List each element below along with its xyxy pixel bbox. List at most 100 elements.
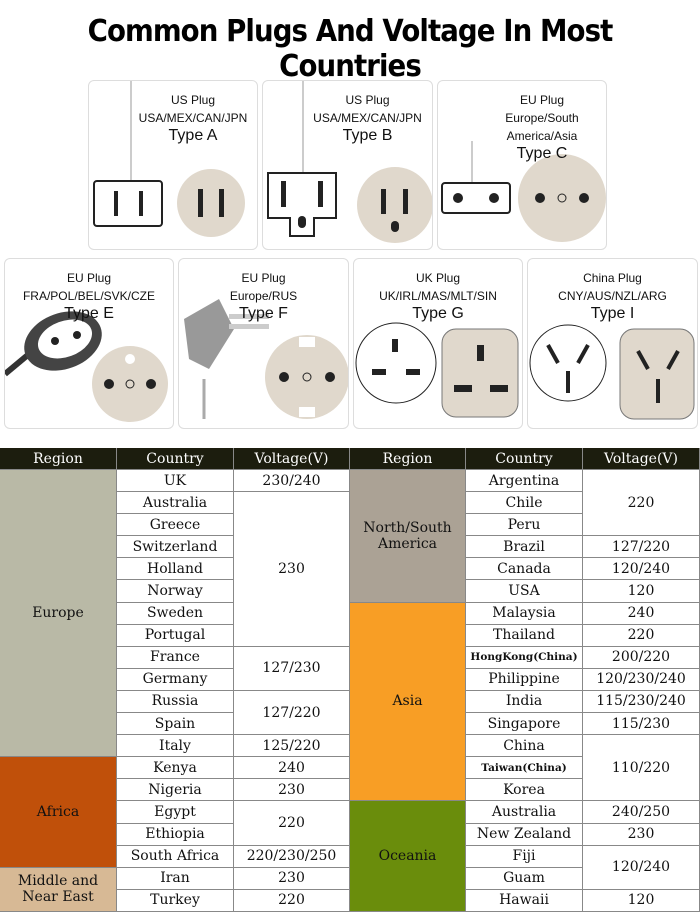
plug-countries: Europe/South America/Asia: [505, 111, 579, 143]
country-cell: Canada: [466, 558, 583, 581]
country-cell: Chile: [466, 492, 583, 515]
country-cell: UK: [117, 470, 234, 493]
plug-countries: USA/MEX/CAN/JPN: [313, 111, 422, 125]
country-cell: Guam: [466, 867, 583, 890]
country-cell: Norway: [117, 580, 234, 603]
voltage-cell: 125/220: [234, 735, 350, 758]
voltage-cell: 230: [583, 823, 700, 846]
country-cell: Nigeria: [117, 779, 234, 802]
plug-type: Type A: [168, 127, 218, 144]
region-cell: Asia: [350, 602, 466, 802]
country-cell: Switzerland: [117, 536, 234, 559]
plug-card-type-e: EU Plug FRA/POL/BEL/SVK/CZE Type E: [4, 258, 174, 429]
plug-countries: CNY/AUS/NZL/ARG: [558, 289, 667, 303]
country-cell: Philippine: [466, 668, 583, 691]
voltage-table: Region Country Voltage(V) Region Country Volt…: [0, 448, 700, 912]
plug-type: Type I: [590, 305, 635, 322]
plug-and-socket-icon: [93, 81, 245, 237]
country-cell: Iran: [117, 867, 234, 890]
voltage-cell: 230/240: [234, 470, 350, 493]
voltage-cell: 230: [234, 867, 350, 890]
country-cell: New Zealand: [466, 823, 583, 846]
country-cell: Germany: [117, 668, 234, 691]
voltage-cell: 240/250: [583, 801, 700, 824]
country-cell: Ethiopia: [117, 823, 234, 846]
plug-and-socket-icon: [184, 299, 348, 419]
plug-type: Type B: [342, 127, 393, 144]
voltage-cell: 220: [234, 801, 350, 846]
plug-card-type-c: EU Plug Europe/South America/Asia Type C: [437, 80, 607, 250]
region-cell: Middle and Near East: [0, 867, 117, 912]
plug-name: US Plug: [170, 93, 216, 107]
country-cell: Spain: [117, 713, 234, 736]
plug-type: Type E: [64, 305, 114, 322]
plug-type: Type C: [516, 145, 568, 162]
plug-type: Type F: [239, 305, 288, 322]
plug-countries: Europe/RUS: [229, 289, 298, 303]
country-cell: Malaysia: [466, 602, 583, 625]
voltage-cell: 240: [234, 757, 350, 780]
country-cell: India: [466, 690, 583, 714]
voltage-cell: 220/230/250: [234, 845, 350, 868]
voltage-cell: 200/220: [583, 646, 700, 669]
country-cell: Taiwan(China): [466, 757, 583, 780]
voltage-cell: 120/240: [583, 845, 700, 890]
region-cell: Africa: [0, 757, 117, 868]
plug-and-socket-icon: [267, 81, 432, 243]
voltage-cell: 230: [234, 779, 350, 802]
country-cell: Hawaii: [466, 889, 583, 912]
country-cell: Greece: [117, 514, 234, 537]
plug-card-type-a: US Plug USA/MEX/CAN/JPN Type A: [88, 80, 258, 250]
column-header: Voltage(V): [583, 448, 700, 470]
voltage-cell: 240: [583, 602, 700, 625]
plug-and-socket-icon: [529, 324, 695, 420]
plug-and-socket-icon: [5, 311, 168, 422]
voltage-cell: 120/230/240: [583, 668, 700, 691]
voltage-cell: 127/230: [234, 646, 350, 691]
voltage-cell: 110/220: [583, 735, 700, 802]
country-cell: Fiji: [466, 845, 583, 868]
plug-card-type-g: UK Plug UK/IRL/MAS/MLT/SIN Type G: [353, 258, 523, 429]
plug-countries: FRA/POL/BEL/SVK/CZE: [22, 289, 156, 303]
voltage-cell: 127/220: [583, 536, 700, 559]
country-cell: Singapore: [466, 713, 583, 736]
plug-card-type-b: US Plug USA/MEX/CAN/JPN Type B: [262, 80, 433, 250]
plug-countries: USA/MEX/CAN/JPN: [138, 111, 248, 125]
country-cell: Brazil: [466, 536, 583, 559]
plug-name: EU Plug: [519, 93, 565, 107]
plug-name: US Plug: [345, 93, 390, 107]
country-cell: Argentina: [466, 470, 583, 493]
column-header: Country: [117, 448, 234, 470]
voltage-cell: 115/230/240: [583, 690, 700, 714]
country-cell: Thailand: [466, 624, 583, 647]
page-title: Common Plugs And Voltage In Most Countri…: [87, 14, 614, 84]
voltage-cell: 220: [234, 889, 350, 912]
column-header: Region: [0, 448, 117, 470]
country-cell: Turkey: [117, 889, 234, 912]
country-cell: Peru: [466, 514, 583, 537]
plug-countries: UK/IRL/MAS/MLT/SIN: [379, 289, 497, 303]
voltage-cell: 220: [583, 624, 700, 647]
country-cell: HongKong(China): [466, 646, 583, 669]
region-cell: Oceania: [350, 801, 466, 912]
country-cell: Sweden: [117, 602, 234, 625]
plug-card-type-i: China Plug CNY/AUS/NZL/ARG Type I: [527, 258, 698, 429]
column-header: Region: [350, 448, 466, 470]
plug-and-socket-icon: [441, 141, 606, 242]
country-cell: Australia: [117, 492, 234, 515]
column-header: Voltage(V): [234, 448, 350, 470]
plug-name: EU Plug: [241, 271, 286, 285]
country-cell: Kenya: [117, 757, 234, 780]
voltage-cell: 120: [583, 889, 700, 912]
country-cell: France: [117, 646, 234, 669]
plug-and-socket-icon: [355, 322, 519, 418]
column-header: Country: [466, 448, 583, 470]
country-cell: China: [466, 735, 583, 758]
plug-card-type-f: EU Plug Europe/RUS Type F: [178, 258, 349, 429]
plug-name: China Plug: [583, 271, 642, 285]
voltage-cell: 220: [583, 470, 700, 537]
country-cell: Holland: [117, 558, 234, 581]
voltage-cell: 120: [583, 580, 700, 603]
country-cell: Egypt: [117, 801, 234, 824]
country-cell: Italy: [117, 735, 234, 758]
